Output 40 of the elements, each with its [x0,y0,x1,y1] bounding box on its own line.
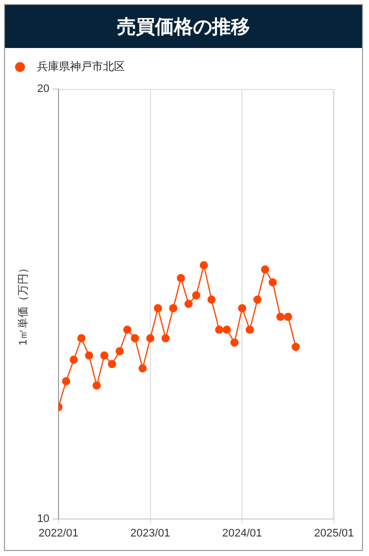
point [238,304,246,312]
point [176,274,186,282]
point [138,364,147,372]
point [207,296,216,304]
point [215,326,224,334]
point [108,360,116,368]
point [123,326,132,334]
point [276,312,285,321]
point [92,381,101,390]
point [292,342,300,351]
point [154,304,162,312]
y-axis-title: 1㎡単価（万円） [18,262,30,346]
point [284,312,292,321]
point [77,334,86,342]
point [70,356,78,364]
point [146,334,154,342]
point [116,347,124,356]
y-tick-label: 20 [37,83,50,96]
x-tick-label: 2023/01 [130,527,170,540]
point [200,261,208,270]
point [222,326,231,334]
x-tick-label: 2025/01 [314,527,354,540]
y-tick-label: 10 [37,512,50,525]
point [246,326,254,334]
point [268,278,277,287]
point [253,296,262,304]
point [261,265,270,274]
point [84,351,94,360]
point [62,377,70,386]
point [100,351,108,360]
x-tick-label: 2024/01 [222,527,262,540]
chart-title: 売買価格の推移 [5,5,362,48]
point [184,300,193,308]
point [230,338,239,347]
point [192,291,200,300]
point [162,334,170,342]
x-tick-label: 2022/01 [38,527,78,540]
point [130,334,140,342]
legend-label: 兵庫県神戸市北区 [36,59,125,74]
point [169,304,178,312]
